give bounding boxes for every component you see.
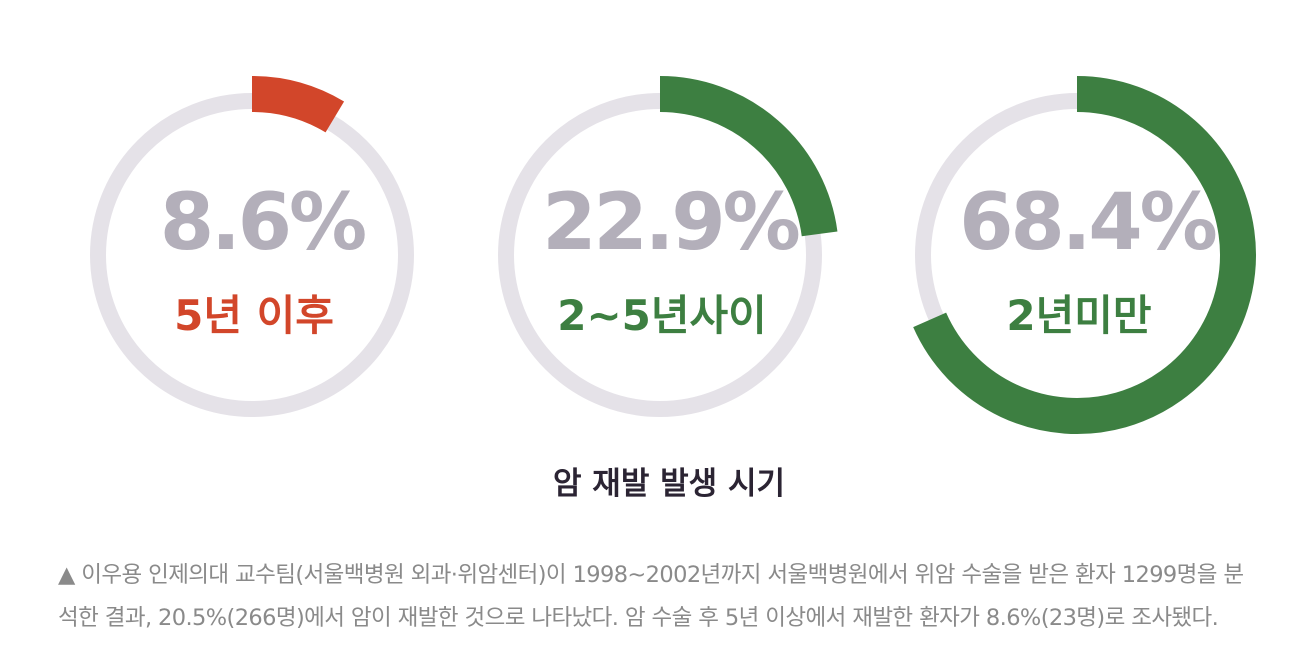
recurrence-donut-chart: 8.6% 5년 이후 22.9% 2~5년사이 68.4% 2년미만 암 재발 발생 시기 — [90, 76, 1256, 502]
chart-title: 암 재발 발생 시기 — [553, 466, 785, 502]
donut-3-category-label: 2년미만 — [1006, 291, 1151, 340]
donut-3-value-label: 68.4% — [959, 178, 1215, 268]
donut-2-category-label: 2~5년사이 — [557, 291, 767, 340]
photo-caption: ▲ 이우용 인제의대 교수팀(서울백병원 외과·위암센터)이 1998~2002… — [58, 554, 1276, 640]
donut-1-value-arc — [251, 76, 345, 133]
donut-1-value-label: 8.6% — [160, 178, 365, 268]
donut-group: 8.6% 5년 이후 22.9% 2~5년사이 68.4% 2년미만 — [90, 76, 1256, 434]
caption-line-1: ▲ 이우용 인제의대 교수팀(서울백병원 외과·위암센터)이 1998~2002… — [58, 562, 1244, 588]
donut-2-value-label: 22.9% — [542, 178, 798, 268]
caption-line-2: 석한 결과, 20.5%(266명)에서 암이 재발한 것으로 나타났다. 암 … — [58, 605, 1219, 631]
donut-1-category-label: 5년 이후 — [174, 291, 334, 340]
donut-2-value-arc — [659, 76, 838, 237]
donut-3-value-arc — [913, 76, 1256, 434]
